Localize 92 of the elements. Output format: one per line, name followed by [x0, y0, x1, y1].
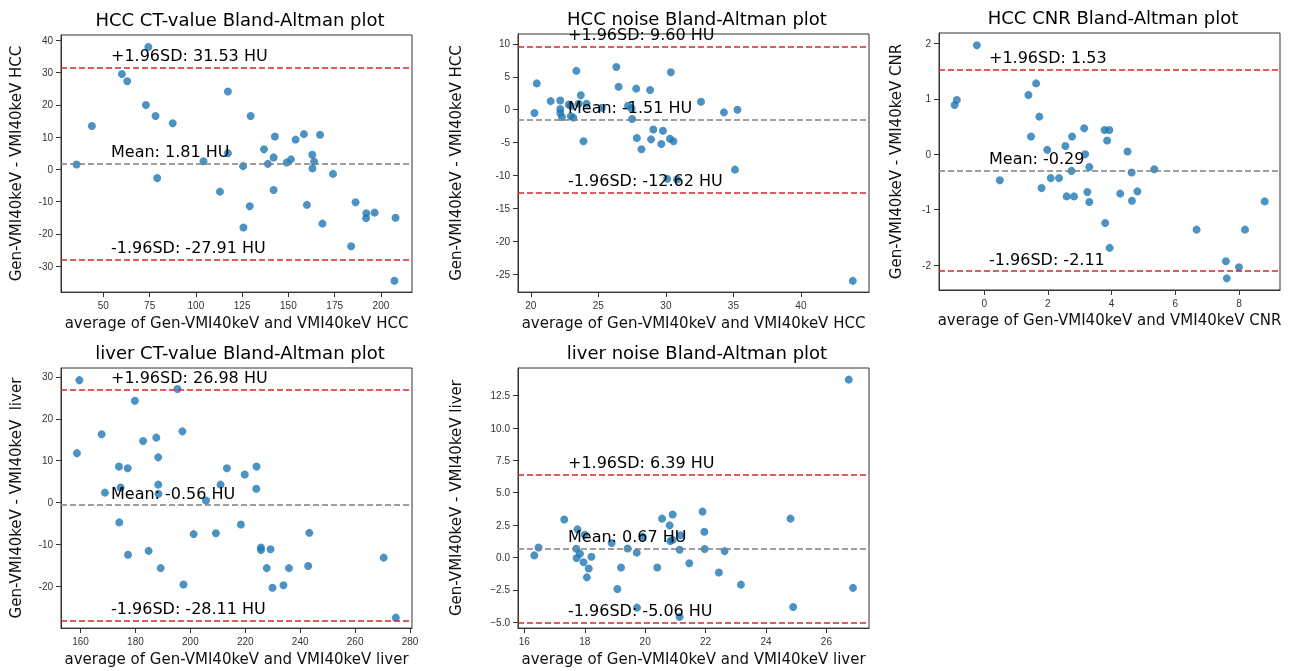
- y-tick-label: −2.5: [490, 584, 511, 596]
- y-tick-label: 10: [41, 131, 54, 143]
- y-tick-label: 40: [41, 34, 54, 46]
- y-tick-label: 10: [498, 38, 511, 50]
- y-tick-label: -25: [495, 268, 511, 280]
- x-tick-label: 2: [1045, 297, 1052, 309]
- x-tick-label: 20: [639, 635, 652, 647]
- x-tick-label: 260: [346, 635, 364, 647]
- x-tick-label: 6: [1172, 297, 1179, 309]
- y-axis-title: Gen-VMI40keV - VMI40keV CNR: [886, 43, 905, 280]
- x-tick-label: 100: [187, 299, 205, 311]
- x-tick-label: 160: [72, 635, 90, 647]
- y-tick-label: -5: [501, 137, 511, 149]
- y-tick-label: -20: [38, 581, 54, 593]
- x-tick-label: 0: [981, 297, 988, 309]
- chart-title: HCC CT-value Bland-Altman plot: [95, 8, 385, 30]
- x-axis-title: average of Gen-VMI40keV and VMI40keV HCC: [521, 313, 866, 332]
- x-axis-title: average of Gen-VMI40keV and VMI40keV HCC: [64, 313, 409, 332]
- y-tick-label: 7.5: [496, 454, 511, 466]
- x-tick-label: 200: [182, 635, 200, 647]
- y-tick-label: 0.0: [496, 551, 511, 563]
- y-tick-label: 0: [504, 104, 511, 116]
- ref-line-label: -1.96SD: -5.06 HU: [568, 601, 713, 621]
- y-tick-label: 20: [41, 99, 54, 111]
- x-tick-label: 75: [144, 299, 156, 311]
- x-tick-label: 20: [525, 299, 537, 311]
- x-tick-label: 18: [579, 635, 591, 647]
- x-tick-label: 40: [795, 299, 807, 311]
- y-tick-label: -10: [38, 539, 54, 551]
- x-tick-label: 24: [760, 635, 772, 647]
- y-tick-label: -20: [495, 235, 511, 247]
- ref-line-label: Mean: -0.56 HU: [111, 483, 236, 503]
- y-axis-title: Gen-VMI40keV - VMI40keV HCC: [6, 45, 25, 282]
- x-tick-label: 16: [518, 635, 531, 647]
- x-tick-label: 26: [820, 635, 833, 647]
- x-tick-label: 220: [236, 635, 255, 647]
- x-tick-label: 180: [127, 635, 145, 647]
- chart-title: HCC CNR Bland-Altman plot: [987, 6, 1239, 28]
- ref-line-label: +1.96SD: 1.53: [989, 48, 1107, 68]
- ref-line-label: +1.96SD: 31.53 HU: [111, 46, 268, 66]
- x-tick-label: 4: [1108, 297, 1115, 309]
- y-tick-label: -1: [922, 204, 932, 216]
- x-tick-label: 150: [280, 299, 298, 311]
- ref-line-label: Mean: 1.81 HU: [111, 142, 230, 162]
- x-tick-label: 8: [1236, 297, 1243, 309]
- y-tick-label: 20: [41, 413, 54, 425]
- x-tick-label: 175: [326, 299, 344, 311]
- ref-line-label: +1.96SD: 6.39 HU: [568, 453, 715, 473]
- x-axis-title: average of Gen-VMI40keV and VMI40keV CNR: [937, 311, 1282, 330]
- y-tick-label: -20: [38, 228, 54, 240]
- x-tick-label: 50: [97, 299, 110, 311]
- x-tick-label: 22: [700, 635, 712, 647]
- y-tick-label: 0: [47, 497, 54, 509]
- ref-line-label: +1.96SD: 26.98 HU: [111, 367, 268, 387]
- x-tick-label: 125: [233, 299, 251, 311]
- y-tick-label: 30: [41, 371, 54, 383]
- y-axis-title: Gen-VMI40keV - VMI40keV HCC: [446, 45, 465, 281]
- x-tick-label: 240: [291, 635, 309, 647]
- x-axis-title: average of Gen-VMI40keV and VMI40keV liver: [64, 649, 410, 668]
- ref-line-label: -1.96SD: -12.62 HU: [568, 171, 723, 191]
- x-tick-label: 30: [660, 299, 672, 311]
- x-tick-label: 35: [727, 299, 740, 311]
- y-tick-label: 2: [925, 38, 932, 50]
- y-axis-title: Gen-VMI40keV - VMI40keV liver: [446, 379, 465, 617]
- y-tick-label: 2.5: [496, 519, 511, 531]
- x-tick-label: 280: [401, 635, 419, 647]
- y-tick-label: 12.5: [490, 390, 511, 402]
- y-tick-label: 5.0: [496, 487, 511, 499]
- y-tick-label: 30: [41, 66, 54, 78]
- x-axis-title: average of Gen-VMI40keV and VMI40keV liver: [521, 649, 867, 668]
- y-axis-title: Gen-VMI40keV - VMI40keV liver: [6, 376, 25, 619]
- y-tick-label: 10: [41, 455, 54, 467]
- y-tick-label: 1: [925, 93, 932, 105]
- chart-title: liver noise Bland-Altman plot: [566, 341, 828, 363]
- y-tick-label: 5: [504, 71, 511, 83]
- ref-line-label: Mean: -0.29: [989, 148, 1085, 168]
- y-tick-label: 0: [47, 163, 54, 175]
- y-tick-label: -10: [38, 196, 54, 208]
- ref-line-label: -1.96SD: -28.11 HU: [111, 599, 266, 619]
- x-tick-label: 200: [372, 299, 390, 311]
- ref-line-label: Mean: 0.67 HU: [568, 527, 687, 547]
- y-tick-label: 10.0: [490, 422, 511, 434]
- y-tick-label: 0: [925, 148, 932, 160]
- x-tick-label: 25: [592, 299, 605, 311]
- y-tick-label: -2: [922, 259, 932, 271]
- ref-line-label: -1.96SD: -27.91 HU: [111, 238, 266, 258]
- ref-line-label: -1.96SD: -2.11: [989, 249, 1105, 269]
- y-tick-label: -15: [495, 202, 511, 214]
- y-tick-label: -10: [495, 170, 511, 182]
- y-tick-label: -30: [38, 260, 54, 272]
- chart-title: liver CT-value Bland-Altman plot: [95, 341, 385, 363]
- y-tick-label: −5.0: [490, 616, 511, 628]
